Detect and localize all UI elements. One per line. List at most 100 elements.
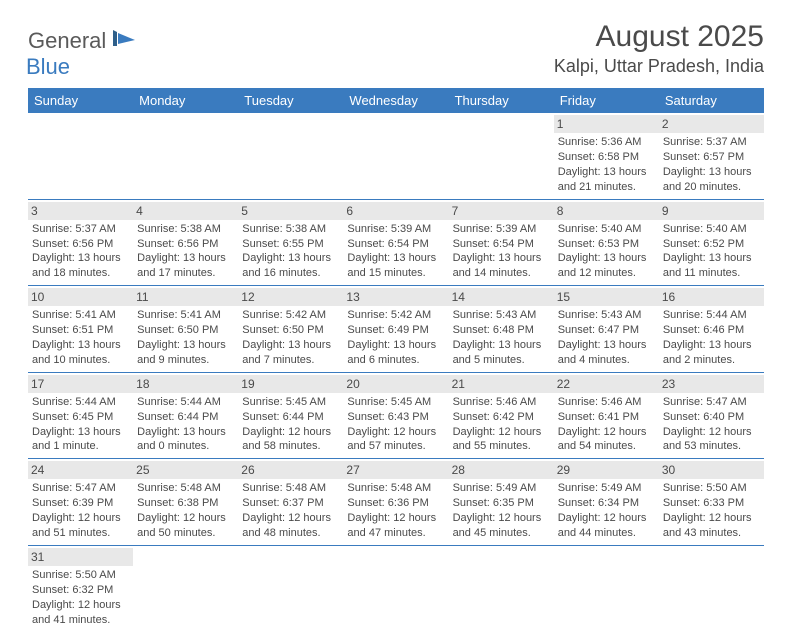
- daylight-line: Daylight: 12 hours and 43 minutes.: [663, 511, 760, 541]
- sunrise-line: Sunrise: 5:37 AM: [32, 222, 129, 237]
- sunrise-line: Sunrise: 5:38 AM: [137, 222, 234, 237]
- sunset-line: Sunset: 6:37 PM: [242, 496, 339, 511]
- calendar-row: 10Sunrise: 5:41 AMSunset: 6:51 PMDayligh…: [28, 286, 764, 373]
- day-number: 28: [449, 461, 554, 479]
- daylight-line: Daylight: 13 hours and 1 minute.: [32, 425, 129, 455]
- calendar-table: SundayMondayTuesdayWednesdayThursdayFrid…: [28, 88, 764, 631]
- calendar-cell: 4Sunrise: 5:38 AMSunset: 6:56 PMDaylight…: [133, 199, 238, 286]
- sunset-line: Sunset: 6:32 PM: [32, 583, 129, 598]
- daylight-line: Daylight: 13 hours and 5 minutes.: [453, 338, 550, 368]
- calendar-cell: 16Sunrise: 5:44 AMSunset: 6:46 PMDayligh…: [659, 286, 764, 373]
- weekday-header: Saturday: [659, 88, 764, 113]
- calendar-cell-empty: [554, 545, 659, 631]
- day-number: 10: [28, 288, 133, 306]
- calendar-cell: 9Sunrise: 5:40 AMSunset: 6:52 PMDaylight…: [659, 199, 764, 286]
- calendar-cell: 25 Sunrise: 5:48 AMSunset: 6:38 PMDayligh…: [133, 459, 238, 546]
- sunrise-line: Sunrise: 5:42 AM: [242, 308, 339, 323]
- calendar-cell: 1Sunrise: 5:36 AMSunset: 6:58 PMDaylight…: [554, 113, 659, 199]
- calendar-cell: 3Sunrise: 5:37 AMSunset: 6:56 PMDaylight…: [28, 199, 133, 286]
- daylight-line: Daylight: 12 hours and 44 minutes.: [558, 511, 655, 541]
- daylight-line: Daylight: 12 hours and 57 minutes.: [347, 425, 444, 455]
- header: General Blue August 2025 Kalpi, Uttar Pr…: [28, 20, 764, 80]
- calendar-cell-empty: [343, 113, 448, 199]
- calendar-cell-empty: [449, 545, 554, 631]
- sunset-line: Sunset: 6:56 PM: [137, 237, 234, 252]
- sunrise-line: Sunrise: 5:46 AM: [558, 395, 655, 410]
- sunset-line: Sunset: 6:43 PM: [347, 410, 444, 425]
- calendar-cell: 27Sunrise: 5:48 AMSunset: 6:36 PMDayligh…: [343, 459, 448, 546]
- daylight-line: Daylight: 13 hours and 0 minutes.: [137, 425, 234, 455]
- weekday-header: Monday: [133, 88, 238, 113]
- daylight-line: Daylight: 12 hours and 53 minutes.: [663, 425, 760, 455]
- page-title: August 2025: [554, 20, 764, 54]
- sunset-line: Sunset: 6:45 PM: [32, 410, 129, 425]
- weekday-header-row: SundayMondayTuesdayWednesdayThursdayFrid…: [28, 88, 764, 113]
- calendar-cell-empty: [659, 545, 764, 631]
- calendar-cell: 29Sunrise: 5:49 AMSunset: 6:34 PMDayligh…: [554, 459, 659, 546]
- daylight-line: Daylight: 12 hours and 54 minutes.: [558, 425, 655, 455]
- sunset-line: Sunset: 6:46 PM: [663, 323, 760, 338]
- day-number: 25: [133, 461, 238, 479]
- sunrise-line: Sunrise: 5:41 AM: [137, 308, 234, 323]
- flag-icon: [113, 28, 137, 48]
- daylight-line: Daylight: 12 hours and 50 minutes.: [137, 511, 234, 541]
- day-number: 4: [133, 202, 238, 220]
- calendar-cell-empty: [449, 113, 554, 199]
- calendar-cell: 31Sunrise: 5:50 AMSunset: 6:32 PMDayligh…: [28, 545, 133, 631]
- sunrise-line: Sunrise: 5:39 AM: [453, 222, 550, 237]
- day-number: 9: [659, 202, 764, 220]
- sunrise-line: Sunrise: 5:38 AM: [242, 222, 339, 237]
- calendar-cell: 8Sunrise: 5:40 AMSunset: 6:53 PMDaylight…: [554, 199, 659, 286]
- calendar-cell: 21Sunrise: 5:46 AMSunset: 6:42 PMDayligh…: [449, 372, 554, 459]
- day-number: 12: [238, 288, 343, 306]
- calendar-cell: 13Sunrise: 5:42 AMSunset: 6:49 PMDayligh…: [343, 286, 448, 373]
- calendar-cell-empty: [133, 113, 238, 199]
- daylight-line: Daylight: 12 hours and 45 minutes.: [453, 511, 550, 541]
- weekday-header: Wednesday: [343, 88, 448, 113]
- calendar-cell: 12Sunrise: 5:42 AMSunset: 6:50 PMDayligh…: [238, 286, 343, 373]
- day-number: 7: [449, 202, 554, 220]
- sunset-line: Sunset: 6:38 PM: [137, 496, 234, 511]
- day-number: 17: [28, 375, 133, 393]
- weekday-header: Thursday: [449, 88, 554, 113]
- day-number: 3: [28, 202, 133, 220]
- sunset-line: Sunset: 6:44 PM: [137, 410, 234, 425]
- sunrise-line: Sunrise: 5:44 AM: [137, 395, 234, 410]
- day-number: 14: [449, 288, 554, 306]
- sunset-line: Sunset: 6:53 PM: [558, 237, 655, 252]
- calendar-cell-empty: [133, 545, 238, 631]
- sunrise-line: Sunrise: 5:36 AM: [558, 135, 655, 150]
- weekday-header: Sunday: [28, 88, 133, 113]
- sunset-line: Sunset: 6:54 PM: [453, 237, 550, 252]
- logo-text-blue: Blue: [26, 54, 70, 79]
- sunrise-line: Sunrise: 5:42 AM: [347, 308, 444, 323]
- calendar-cell-empty: [238, 113, 343, 199]
- sunset-line: Sunset: 6:54 PM: [347, 237, 444, 252]
- calendar-cell: 20Sunrise: 5:45 AMSunset: 6:43 PMDayligh…: [343, 372, 448, 459]
- calendar-cell: 2Sunrise: 5:37 AMSunset: 6:57 PMDaylight…: [659, 113, 764, 199]
- day-number: 18: [133, 375, 238, 393]
- daylight-line: Daylight: 13 hours and 4 minutes.: [558, 338, 655, 368]
- day-number: 29: [554, 461, 659, 479]
- daylight-line: Daylight: 13 hours and 10 minutes.: [32, 338, 129, 368]
- weekday-header: Friday: [554, 88, 659, 113]
- day-number: 30: [659, 461, 764, 479]
- sunrise-line: Sunrise: 5:48 AM: [347, 481, 444, 496]
- daylight-line: Daylight: 12 hours and 48 minutes.: [242, 511, 339, 541]
- calendar-cell: 6Sunrise: 5:39 AMSunset: 6:54 PMDaylight…: [343, 199, 448, 286]
- sunset-line: Sunset: 6:50 PM: [137, 323, 234, 338]
- sunrise-line: Sunrise: 5:50 AM: [32, 568, 129, 583]
- location-text: Kalpi, Uttar Pradesh, India: [554, 56, 764, 77]
- sunrise-line: Sunrise: 5:47 AM: [32, 481, 129, 496]
- daylight-line: Daylight: 13 hours and 6 minutes.: [347, 338, 444, 368]
- sunset-line: Sunset: 6:58 PM: [558, 150, 655, 165]
- day-number: 13: [343, 288, 448, 306]
- sunrise-line: Sunrise: 5:48 AM: [137, 481, 234, 496]
- daylight-line: Daylight: 13 hours and 12 minutes.: [558, 251, 655, 281]
- calendar-body: 1Sunrise: 5:36 AMSunset: 6:58 PMDaylight…: [28, 113, 764, 631]
- sunset-line: Sunset: 6:52 PM: [663, 237, 760, 252]
- day-number: 16: [659, 288, 764, 306]
- calendar-cell-empty: [238, 545, 343, 631]
- daylight-line: Daylight: 13 hours and 20 minutes.: [663, 165, 760, 195]
- logo: General Blue: [28, 26, 137, 80]
